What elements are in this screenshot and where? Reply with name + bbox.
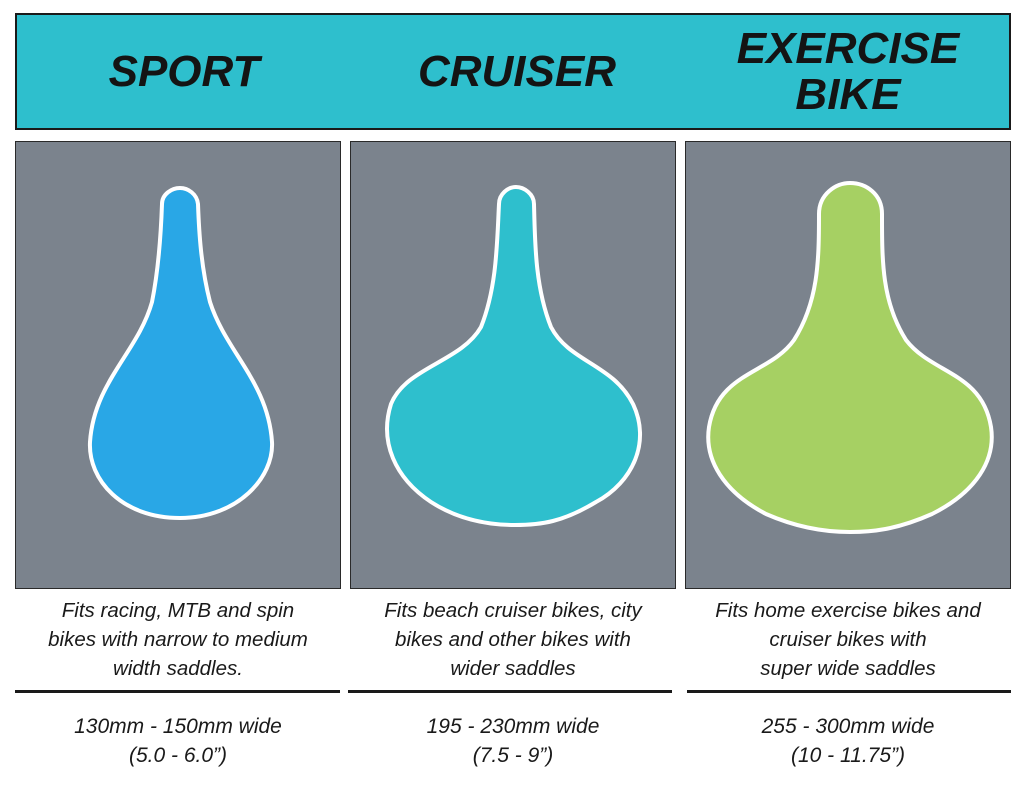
width-inches-cruiser: (7.5 - 9”) [472,744,554,767]
width-inches-exercise-bike: (10 - 11.75”) [791,744,905,767]
spec-exercise-bike: 255 - 300mm wide (10 - 11.75”) [678,712,1018,770]
panel-sport [15,141,341,589]
divider-sport [15,690,340,693]
sport-saddle-shape [87,185,275,521]
divider-cruiser [348,690,672,693]
width-range-exercise-bike: 255 - 300mm wide [761,715,935,738]
spec-sport: 130mm - 150mm wide (5.0 - 6.0”) [8,712,348,770]
title-cruiser: CRUISER [417,46,617,96]
title-sport: SPORT [108,46,260,96]
header-band: SPORT CRUISER EXERCISE BIKE [15,13,1011,130]
description-exercise-bike: Fits home exercise bikes and cruiser bik… [715,599,981,680]
exercise-bike-saddle-shape [706,180,994,535]
title-exercise-bike: EXERCISE BIKE [736,23,960,119]
panel-cruiser [350,141,676,589]
panel-exercise-bike [685,141,1011,589]
width-inches-sport: (5.0 - 6.0”) [128,744,228,767]
cruiser-saddle-shape [385,184,643,528]
divider-exercise-bike [687,690,1011,693]
width-range-cruiser: 195 - 230mm wide [426,715,600,738]
description-sport: Fits racing, MTB and spin bikes with nar… [48,599,308,680]
spec-cruiser: 195 - 230mm wide (7.5 - 9”) [343,712,683,770]
width-range-sport: 130mm - 150mm wide [74,715,282,738]
description-cruiser: Fits beach cruiser bikes, city bikes and… [384,599,642,680]
